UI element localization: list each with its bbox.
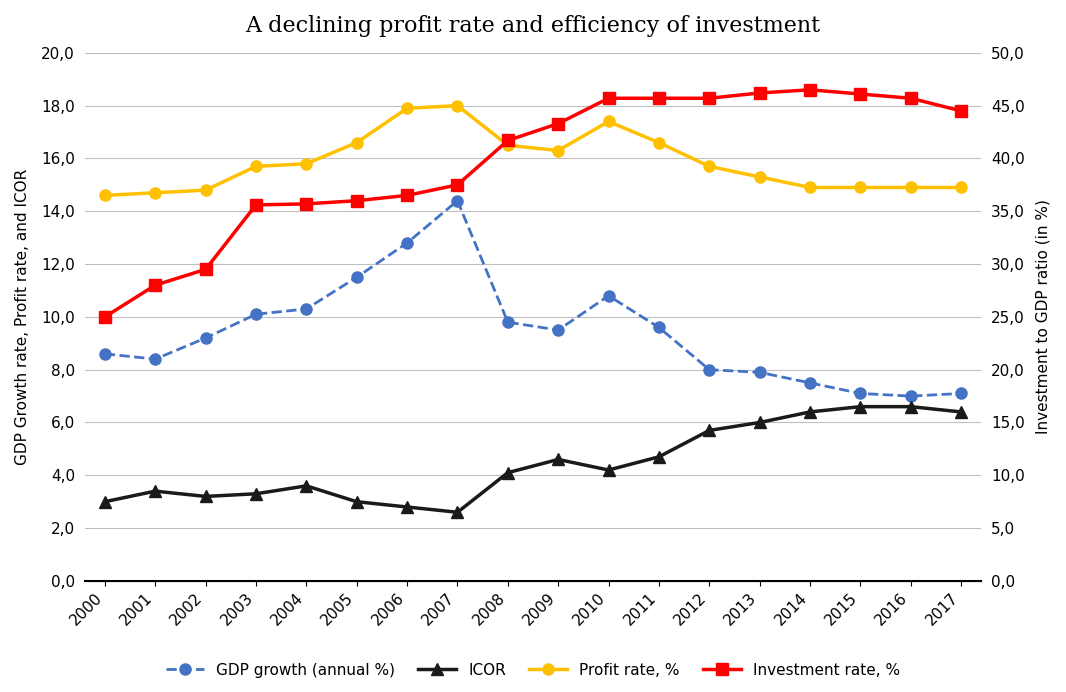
- Profit rate, %: [804, 183, 817, 192]
- GDP growth (annual %): [552, 326, 565, 334]
- ICOR: [602, 466, 615, 474]
- Investment rate, %: [249, 201, 262, 209]
- ICOR: [702, 426, 715, 435]
- ICOR: [149, 487, 162, 495]
- Line: ICOR: ICOR: [99, 401, 967, 518]
- Profit rate, %: [652, 138, 665, 147]
- GDP growth (annual %): [300, 304, 312, 313]
- GDP growth (annual %): [401, 239, 414, 247]
- ICOR: [904, 403, 917, 411]
- Investment rate, %: [804, 86, 817, 94]
- ICOR: [754, 419, 766, 427]
- Profit rate, %: [199, 186, 212, 194]
- Legend: GDP growth (annual %), ICOR, Profit rate, %, Investment rate, %: GDP growth (annual %), ICOR, Profit rate…: [160, 657, 906, 684]
- Profit rate, %: [501, 141, 514, 149]
- Profit rate, %: [602, 118, 615, 126]
- Investment rate, %: [754, 89, 766, 97]
- GDP growth (annual %): [754, 368, 766, 376]
- Investment rate, %: [300, 200, 312, 208]
- ICOR: [199, 492, 212, 500]
- Line: Profit rate, %: Profit rate, %: [99, 100, 967, 201]
- ICOR: [451, 508, 464, 516]
- Investment rate, %: [652, 94, 665, 102]
- Line: GDP growth (annual %): GDP growth (annual %): [99, 195, 967, 401]
- ICOR: [501, 468, 514, 477]
- Line: Investment rate, %: Investment rate, %: [99, 84, 967, 323]
- ICOR: [300, 482, 312, 490]
- GDP growth (annual %): [955, 390, 968, 398]
- ICOR: [351, 498, 364, 506]
- Profit rate, %: [451, 102, 464, 110]
- GDP growth (annual %): [451, 197, 464, 205]
- ICOR: [249, 490, 262, 498]
- GDP growth (annual %): [501, 318, 514, 327]
- Y-axis label: GDP Growth rate, Profit rate, and ICOR: GDP Growth rate, Profit rate, and ICOR: [15, 169, 30, 465]
- Investment rate, %: [955, 107, 968, 115]
- Investment rate, %: [401, 191, 414, 199]
- Y-axis label: Investment to GDP ratio (in %): Investment to GDP ratio (in %): [1036, 199, 1051, 435]
- GDP growth (annual %): [904, 392, 917, 400]
- Investment rate, %: [501, 136, 514, 145]
- Profit rate, %: [351, 138, 364, 147]
- GDP growth (annual %): [199, 334, 212, 342]
- Investment rate, %: [199, 265, 212, 273]
- Profit rate, %: [149, 189, 162, 197]
- Investment rate, %: [351, 197, 364, 205]
- GDP growth (annual %): [804, 379, 817, 387]
- Investment rate, %: [149, 281, 162, 289]
- ICOR: [955, 408, 968, 416]
- Profit rate, %: [955, 183, 968, 192]
- GDP growth (annual %): [98, 349, 111, 358]
- ICOR: [804, 408, 817, 416]
- GDP growth (annual %): [702, 365, 715, 374]
- GDP growth (annual %): [351, 273, 364, 282]
- Investment rate, %: [602, 94, 615, 102]
- Profit rate, %: [98, 191, 111, 199]
- Profit rate, %: [904, 183, 917, 192]
- Profit rate, %: [401, 104, 414, 112]
- GDP growth (annual %): [854, 390, 867, 398]
- Profit rate, %: [249, 162, 262, 170]
- Profit rate, %: [854, 183, 867, 192]
- Investment rate, %: [552, 120, 565, 128]
- Profit rate, %: [702, 162, 715, 170]
- Title: A declining profit rate and efficiency of investment: A declining profit rate and efficiency o…: [245, 15, 821, 37]
- Profit rate, %: [754, 173, 766, 181]
- Profit rate, %: [552, 147, 565, 155]
- GDP growth (annual %): [149, 355, 162, 363]
- GDP growth (annual %): [249, 310, 262, 318]
- GDP growth (annual %): [602, 291, 615, 300]
- Investment rate, %: [702, 94, 715, 102]
- Investment rate, %: [98, 313, 111, 321]
- Investment rate, %: [854, 90, 867, 98]
- Investment rate, %: [904, 94, 917, 102]
- Profit rate, %: [300, 160, 312, 168]
- GDP growth (annual %): [652, 323, 665, 331]
- ICOR: [98, 498, 111, 506]
- ICOR: [854, 403, 867, 411]
- Investment rate, %: [451, 181, 464, 189]
- ICOR: [401, 503, 414, 511]
- ICOR: [552, 455, 565, 464]
- ICOR: [652, 453, 665, 461]
